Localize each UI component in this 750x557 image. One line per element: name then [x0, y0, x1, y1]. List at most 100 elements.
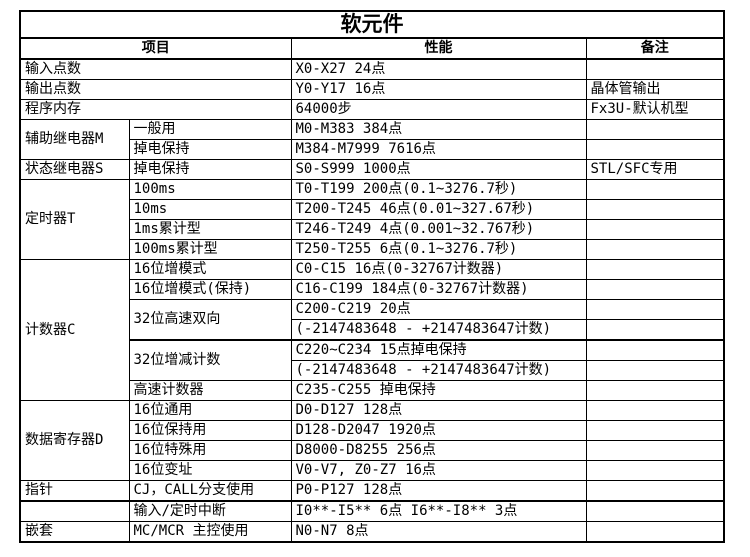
table-title: 软元件 [19, 10, 725, 39]
row-performance-cell: (-2147483648 - +2147483647计数) [290, 319, 587, 341]
row-remark-cell [585, 279, 725, 300]
row-performance-cell: C200-C219 20点 [290, 299, 587, 320]
row-category-cell: 指针 [19, 480, 130, 502]
row-category-cell: 计数器C [19, 259, 130, 401]
table-row: 输出点数 Y0-Y17 16点 晶体管输出 [19, 79, 725, 100]
row-remark-cell [585, 199, 725, 220]
row-remark-cell: Fx3U-默认机型 [585, 99, 725, 120]
row-subitem-cell: 16位通用 [128, 400, 292, 421]
column-header-remark: 备注 [585, 37, 725, 60]
row-performance-cell: C235-C255 掉电保持 [290, 380, 587, 401]
row-item-cell: 输出点数 [19, 79, 292, 100]
table-row: 16位增模式(保持) C16-C199 184点(0-32767计数器) [20, 279, 725, 300]
row-subitem-cell: 32位增减计数 [128, 339, 292, 381]
table-row: 定时器T 100ms T0-T199 200点(0.1~3276.7秒) [19, 179, 725, 260]
row-performance-cell: M0-M383 384点 [290, 119, 587, 140]
row-remark-cell [585, 58, 725, 80]
table-row: 高速计数器 C235-C255 掉电保持 [20, 380, 725, 401]
row-remark-cell [585, 500, 725, 522]
row-performance-cell: M384-M7999 7616点 [290, 139, 587, 160]
table-row: 32位高速双向 C200-C219 20点 [20, 299, 725, 341]
row-remark-cell [585, 239, 725, 260]
row-performance-cell: V0-V7, Z0-Z7 16点 [290, 460, 587, 481]
row-remark-cell [585, 360, 725, 381]
row-subitem-cell: 10ms [128, 199, 292, 220]
row-subitem-cell: 掉电保持 [128, 139, 292, 160]
table-row: 程序内存 64000步 Fx3U-默认机型 [19, 99, 725, 120]
row-performance-cell: D0-D127 128点 [290, 400, 587, 421]
row-performance-cell: X0-X27 24点 [290, 58, 587, 80]
soft-component-spec-table: 软元件 项目 性能 备注 输入点数 X0-X27 24点 输出点数 Y0-Y17… [19, 10, 725, 543]
row-subitem-cell: MC/MCR 主控使用 [128, 521, 292, 543]
row-performance-cell: S0-S999 1000点 [290, 159, 587, 180]
row-subitem-cell: 1ms累计型 [128, 219, 292, 240]
row-remark-cell [585, 179, 725, 200]
row-subitem-cell: 16位特殊用 [128, 440, 292, 461]
row-remark-cell [585, 521, 725, 543]
row-subitem-cell: 100ms [128, 179, 292, 200]
row-item-cell: 输入点数 [19, 58, 292, 80]
row-remark-cell [585, 319, 725, 341]
row-performance-cell: T246-T249 4点(0.001~32.767秒) [290, 219, 587, 240]
table-row: (-2147483648 - +2147483647计数) [20, 360, 725, 381]
row-performance-cell: 64000步 [290, 99, 587, 120]
row-category-cell [19, 500, 130, 522]
table-row: 16位特殊用 D8000-D8255 256点 [20, 440, 725, 461]
row-subitem-cell: 16位保持用 [128, 420, 292, 441]
row-performance-cell: C16-C199 184点(0-32767计数器) [290, 279, 587, 300]
row-remark-cell [585, 119, 725, 140]
row-performance-cell: D8000-D8255 256点 [290, 440, 587, 461]
row-performance-cell: T250-T255 6点(0.1~3276.7秒) [290, 239, 587, 260]
row-remark-cell [585, 139, 725, 160]
row-subitem-cell: 输入/定时中断 [128, 500, 292, 522]
table-row: 指针 CJ，CALL分支使用 P0-P127 128点 [19, 480, 725, 502]
row-category-cell: 数据寄存器D [19, 400, 130, 481]
row-performance-cell: C220~C234 15点掉电保持 [290, 339, 587, 361]
row-category-cell: 状态继电器S [19, 159, 130, 180]
row-remark-cell [585, 460, 725, 481]
row-remark-cell: 晶体管输出 [585, 79, 725, 100]
row-subitem-cell: 一般用 [128, 119, 292, 140]
header-row: 项目 性能 备注 [19, 37, 725, 60]
row-performance-cell: (-2147483648 - +2147483647计数) [290, 360, 587, 381]
row-remark-cell [585, 440, 725, 461]
row-item-cell: 程序内存 [19, 99, 292, 120]
row-category-cell: 辅助继电器M [19, 119, 130, 160]
table-row: 数据寄存器D 16位通用 D0-D127 128点 [19, 400, 725, 481]
row-performance-cell: P0-P127 128点 [290, 480, 587, 502]
row-category-cell: 定时器T [19, 179, 130, 260]
table-row: 16位变址 V0-V7, Z0-Z7 16点 [20, 460, 725, 481]
row-subitem-cell: 16位增模式 [128, 259, 292, 280]
row-remark-cell [585, 400, 725, 421]
row-subitem-cell: 100ms累计型 [128, 239, 292, 260]
row-remark-cell [585, 420, 725, 441]
row-performance-cell: Y0-Y17 16点 [290, 79, 587, 100]
table-row: 输入点数 X0-X27 24点 [19, 58, 725, 80]
row-subitem-cell: 掉电保持 [128, 159, 292, 180]
row-subitem-cell: 32位高速双向 [128, 299, 292, 341]
table-row: (-2147483648 - +2147483647计数) [20, 319, 725, 341]
table-row: 计数器C 16位增模式 C0-C15 16点(0-32767计数器) [19, 259, 725, 401]
row-performance-cell: T200-T245 46点(0.01~327.67秒) [290, 199, 587, 220]
table-row: 10ms T200-T245 46点(0.01~327.67秒) [20, 199, 725, 220]
row-remark-cell: STL/SFC专用 [585, 159, 725, 180]
row-subitem-cell: 16位增模式(保持) [128, 279, 292, 300]
row-remark-cell [585, 380, 725, 401]
row-performance-cell: C0-C15 16点(0-32767计数器) [290, 259, 587, 280]
row-subitem-cell: 高速计数器 [128, 380, 292, 401]
title-row: 软元件 [19, 10, 725, 39]
row-subitem-cell: 16位变址 [128, 460, 292, 481]
row-remark-cell [585, 219, 725, 240]
table-row: 状态继电器S 掉电保持 S0-S999 1000点 STL/SFC专用 [19, 159, 725, 180]
row-performance-cell: D128-D2047 1920点 [290, 420, 587, 441]
row-category-cell: 嵌套 [19, 521, 130, 543]
row-subitem-cell: CJ，CALL分支使用 [128, 480, 292, 502]
table-row: 输入/定时中断 I0**-I5** 6点 I6**-I8** 3点 [19, 500, 725, 522]
row-remark-cell [585, 259, 725, 280]
row-remark-cell [585, 480, 725, 502]
column-header-performance: 性能 [290, 37, 587, 60]
table-row: 嵌套 MC/MCR 主控使用 N0-N7 8点 [19, 521, 725, 543]
row-performance-cell: N0-N7 8点 [290, 521, 587, 543]
row-performance-cell: T0-T199 200点(0.1~3276.7秒) [290, 179, 587, 200]
